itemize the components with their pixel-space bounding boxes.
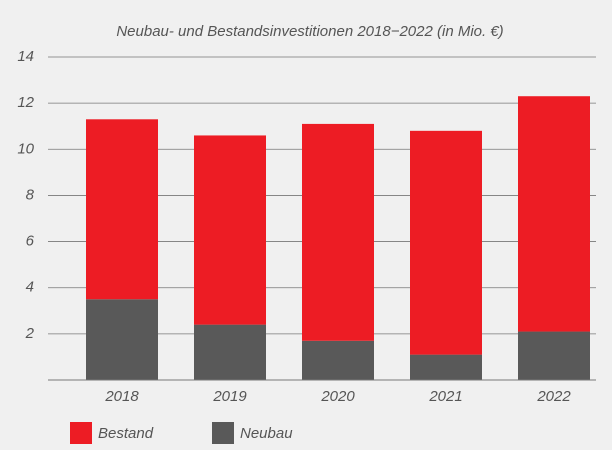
chart-title: Neubau- und Bestandsinvestitionen 2018−2… [116,23,503,40]
bar-segment [518,331,590,380]
y-tick-label: 14 [17,48,34,65]
y-tick-label: 2 [25,325,35,342]
x-tick-label: 2020 [320,388,355,405]
x-tick-label: 2022 [536,388,571,405]
y-tick-label: 12 [17,94,34,111]
legend-label: Neubau [240,425,293,442]
bar-segment [518,96,590,332]
legend-swatch [212,422,234,444]
x-tick-label: 2018 [104,388,139,405]
bar-segment [86,299,158,380]
bar-segment [302,123,374,341]
y-tick-label: 4 [26,279,34,296]
y-tick-label: 10 [17,140,34,157]
bar-segment [410,130,482,355]
x-tick-label: 2019 [212,388,247,405]
bar-segment [86,119,158,300]
y-tick-label: 8 [26,186,35,203]
bar-segment [194,324,266,380]
bar-segment [194,135,266,325]
legend-swatch [70,422,92,444]
x-tick-label: 2021 [428,388,462,405]
legend-label: Bestand [98,425,154,442]
bar-segment [302,340,374,380]
y-tick-label: 6 [26,233,35,250]
bar-segment [410,354,482,380]
